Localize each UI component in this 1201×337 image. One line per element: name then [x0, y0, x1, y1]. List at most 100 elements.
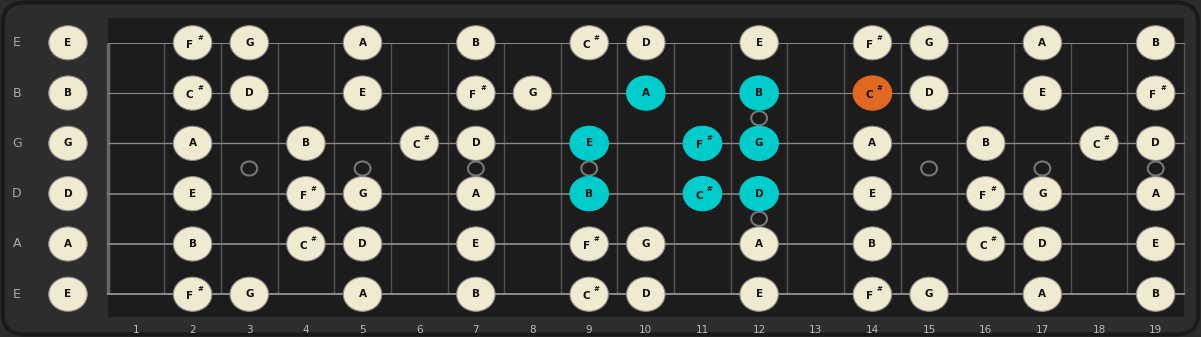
- Circle shape: [683, 177, 722, 211]
- Circle shape: [343, 26, 382, 60]
- Circle shape: [343, 177, 382, 211]
- Circle shape: [287, 227, 325, 261]
- Circle shape: [343, 277, 382, 311]
- Text: F: F: [582, 241, 590, 251]
- Text: C: C: [866, 90, 873, 100]
- Text: 3: 3: [246, 326, 252, 335]
- Circle shape: [49, 76, 88, 110]
- Circle shape: [49, 277, 88, 311]
- Text: A: A: [1152, 189, 1160, 198]
- Circle shape: [570, 126, 609, 160]
- Text: #: #: [424, 135, 430, 141]
- Text: C: C: [299, 241, 307, 251]
- Circle shape: [49, 126, 88, 160]
- Bar: [165, 18, 221, 317]
- Circle shape: [570, 227, 609, 261]
- Text: B: B: [1152, 38, 1160, 48]
- Circle shape: [683, 126, 722, 160]
- Text: D: D: [754, 189, 764, 198]
- Text: G: G: [245, 38, 253, 48]
- Circle shape: [456, 227, 495, 261]
- Text: E: E: [13, 288, 20, 301]
- Text: A: A: [1039, 289, 1046, 299]
- Text: D: D: [358, 239, 366, 249]
- Bar: [957, 18, 1014, 317]
- Text: C: C: [695, 191, 704, 201]
- Circle shape: [231, 26, 269, 60]
- Circle shape: [740, 126, 778, 160]
- Text: B: B: [868, 239, 877, 249]
- Text: F: F: [299, 191, 306, 201]
- Text: F: F: [866, 40, 873, 50]
- Text: #: #: [593, 286, 599, 292]
- Text: G: G: [925, 38, 933, 48]
- Text: G: G: [1038, 189, 1046, 198]
- Circle shape: [740, 277, 778, 311]
- Text: G: G: [245, 289, 253, 299]
- Circle shape: [456, 126, 495, 160]
- Text: E: E: [755, 38, 763, 48]
- Circle shape: [853, 277, 891, 311]
- Text: #: #: [480, 85, 486, 91]
- Circle shape: [456, 277, 495, 311]
- Text: #: #: [310, 236, 316, 242]
- Circle shape: [49, 26, 88, 60]
- Circle shape: [1023, 76, 1062, 110]
- Bar: [390, 18, 448, 317]
- Text: 15: 15: [922, 326, 936, 335]
- Circle shape: [1080, 126, 1118, 160]
- Text: 19: 19: [1149, 326, 1163, 335]
- Text: F: F: [1149, 90, 1157, 100]
- Text: B: B: [585, 189, 593, 198]
- Text: 18: 18: [1093, 326, 1106, 335]
- Circle shape: [910, 277, 949, 311]
- Circle shape: [513, 76, 551, 110]
- Text: #: #: [310, 186, 316, 192]
- Bar: [448, 18, 504, 317]
- Text: A: A: [868, 139, 877, 148]
- Bar: [617, 18, 674, 317]
- Circle shape: [173, 76, 211, 110]
- Text: #: #: [707, 135, 712, 141]
- Text: E: E: [1039, 88, 1046, 98]
- Bar: [730, 18, 788, 317]
- Bar: [1014, 18, 1071, 317]
- Text: #: #: [990, 186, 996, 192]
- Circle shape: [967, 126, 1005, 160]
- Text: 16: 16: [979, 326, 992, 335]
- Text: G: G: [755, 139, 764, 148]
- Text: G: G: [12, 137, 22, 150]
- Circle shape: [1136, 126, 1175, 160]
- Text: 9: 9: [586, 326, 592, 335]
- Text: B: B: [301, 139, 310, 148]
- Text: 6: 6: [416, 326, 423, 335]
- Text: #: #: [1160, 85, 1166, 91]
- Text: #: #: [707, 186, 712, 192]
- Bar: [561, 18, 617, 317]
- Text: D: D: [1038, 239, 1047, 249]
- Text: G: G: [925, 289, 933, 299]
- Text: C: C: [582, 291, 590, 301]
- Circle shape: [853, 76, 891, 110]
- Circle shape: [1136, 26, 1175, 60]
- Text: 10: 10: [639, 326, 652, 335]
- Circle shape: [343, 227, 382, 261]
- Text: B: B: [981, 139, 990, 148]
- Circle shape: [173, 277, 211, 311]
- Circle shape: [627, 26, 665, 60]
- Text: #: #: [877, 85, 883, 91]
- Text: #: #: [593, 236, 599, 242]
- Circle shape: [173, 26, 211, 60]
- Text: #: #: [593, 35, 599, 41]
- Text: 11: 11: [695, 326, 709, 335]
- Circle shape: [570, 26, 609, 60]
- Bar: [504, 18, 561, 317]
- Text: F: F: [979, 191, 986, 201]
- Circle shape: [853, 177, 891, 211]
- Circle shape: [343, 76, 382, 110]
- Circle shape: [627, 76, 665, 110]
- Text: C: C: [413, 141, 420, 150]
- Text: A: A: [472, 189, 480, 198]
- Text: #: #: [197, 286, 203, 292]
- Circle shape: [910, 26, 949, 60]
